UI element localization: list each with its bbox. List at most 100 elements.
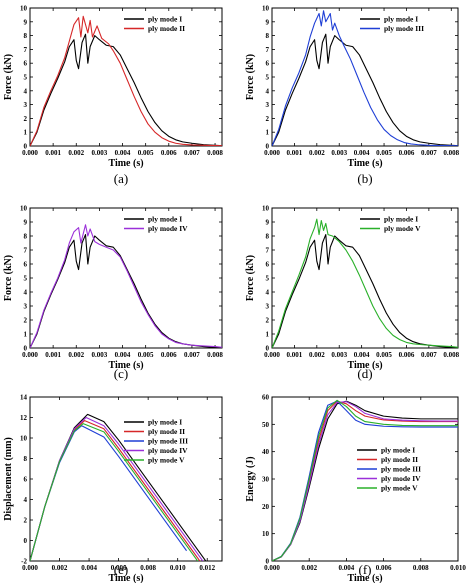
x-tick-label: 0.001 [287, 149, 303, 157]
y-tick-label: 9 [266, 18, 270, 26]
series-line-1 [272, 234, 458, 348]
y-tick-label: 3 [266, 303, 270, 311]
x-tick-label: 0.000 [264, 351, 280, 359]
panel-caption: (d) [357, 366, 372, 381]
y-tick-label: 6 [24, 60, 28, 68]
y-tick-label: 40 [262, 448, 270, 456]
panel-caption: (e) [114, 562, 128, 577]
x-tick-label: 0.000 [264, 149, 280, 157]
x-tick-label: 0.007 [184, 149, 200, 157]
y-tick-label: 4 [24, 87, 28, 95]
y-tick-label: 2 [266, 317, 270, 325]
chart-panel-4: 0.000 0.001 0.002 0.003 0.004 0.005 0.006 0.007… [245, 205, 460, 382]
x-tick-label: 0.004 [81, 564, 97, 572]
y-tick-label: 7 [24, 46, 28, 54]
legend-label-1: ply mode I [384, 15, 418, 24]
y-tick-label: 7 [24, 247, 28, 255]
x-tick-label: 0.004 [339, 564, 355, 572]
y-tick-label: 8 [24, 455, 28, 463]
y-tick-label: 0 [24, 537, 28, 545]
panel-caption: (b) [357, 171, 372, 186]
y-tick-label: 3 [266, 101, 270, 109]
series-line-5 [272, 399, 458, 561]
legend-label-5: ply mode V [381, 484, 418, 493]
legend-label-2: ply mode IV [148, 224, 188, 233]
x-tick-label: 0.005 [138, 351, 154, 359]
x-tick-label: 0.008 [443, 351, 459, 359]
legend-label-2: ply mode II [381, 455, 418, 464]
x-tick-label: 0.012 [199, 564, 215, 572]
y-tick-label: 50 [262, 421, 270, 429]
x-axis-label: Time (s) [108, 158, 143, 169]
series-line-2 [272, 218, 458, 348]
series-group [30, 224, 222, 348]
y-tick-label: 10 [262, 5, 270, 13]
x-tick-label: 0.000 [22, 564, 38, 572]
y-axis-label: Displacement (mm) [3, 437, 14, 521]
x-tick-label: 0.010 [170, 564, 186, 572]
y-tick-label: 7 [266, 247, 270, 255]
y-tick-label: 10 [20, 205, 28, 213]
y-tick-label: 10 [20, 435, 28, 443]
y-tick-label: 4 [266, 289, 270, 297]
y-axis-label: Force (kN) [3, 54, 14, 100]
chart-panel-1: 0.000 0.001 0.002 0.003 0.004 0.005 0.006 0.007… [3, 5, 223, 187]
y-tick-label: 2 [24, 317, 28, 325]
x-tick-label: 0.008 [443, 149, 459, 157]
chart-panel-2: 0.000 0.001 0.002 0.003 0.004 0.005 0.006 0.007… [245, 5, 460, 187]
y-tick-label: 14 [20, 394, 28, 402]
y-tick-label: 9 [266, 219, 270, 227]
series-group [272, 10, 458, 146]
x-tick-label: 0.006 [399, 149, 415, 157]
y-tick-label: 0 [266, 558, 270, 566]
series-line-3 [272, 400, 458, 561]
series-group [272, 218, 458, 348]
x-tick-label: 0.003 [331, 351, 347, 359]
series-line-5 [30, 423, 199, 561]
x-tick-label: 0.010 [450, 564, 466, 572]
series-group [30, 15, 222, 146]
series-line-2 [30, 15, 222, 146]
series-line-2 [30, 224, 222, 348]
y-tick-label: 0 [24, 345, 28, 353]
y-tick-label: 9 [24, 219, 28, 227]
y-axis-label: Force (kN) [3, 255, 14, 301]
y-tick-label: 4 [24, 289, 28, 297]
x-tick-label: 0.008 [207, 351, 223, 359]
x-tick-label: 0.007 [184, 351, 200, 359]
x-tick-label: 0.003 [331, 149, 347, 157]
x-tick-label: 0.008 [413, 564, 429, 572]
y-tick-label: 4 [266, 87, 270, 95]
x-tick-label: 0.000 [22, 351, 38, 359]
x-tick-label: 0.002 [309, 149, 325, 157]
x-tick-label: 0.002 [301, 564, 317, 572]
x-axis-label: Time (s) [347, 360, 382, 371]
y-tick-label: 4 [24, 496, 28, 504]
x-tick-label: 0.001 [287, 351, 303, 359]
x-tick-label: 0.006 [161, 149, 177, 157]
y-tick-label: 8 [266, 233, 270, 241]
x-tick-label: 0.001 [45, 351, 61, 359]
legend-label-1: ply mode I [148, 215, 182, 224]
y-tick-label: 6 [266, 261, 270, 269]
y-tick-label: 2 [24, 115, 28, 123]
x-axis-label: Time (s) [347, 158, 382, 169]
x-tick-label: 0.008 [140, 564, 156, 572]
y-tick-label: 9 [24, 18, 28, 26]
legend-label-2: ply mode III [384, 24, 424, 33]
y-axis-label: Force (kN) [245, 54, 256, 100]
y-axis-label: Energy (J) [245, 456, 256, 501]
y-tick-label: 20 [262, 503, 270, 511]
x-axis-label: Time (s) [108, 573, 143, 583]
y-tick-label: 8 [266, 32, 270, 40]
chart-panel-3: 0.000 0.001 0.002 0.003 0.004 0.005 0.006 0.007… [3, 205, 223, 382]
y-tick-label: 5 [266, 74, 270, 82]
legend-label-3: ply mode III [381, 465, 421, 474]
x-tick-label: 0.007 [421, 351, 437, 359]
y-tick-label: 8 [24, 32, 28, 40]
y-tick-label: 5 [24, 74, 28, 82]
y-tick-label: 10 [262, 530, 270, 538]
x-tick-label: 0.004 [115, 149, 131, 157]
y-tick-label: 1 [24, 129, 28, 137]
